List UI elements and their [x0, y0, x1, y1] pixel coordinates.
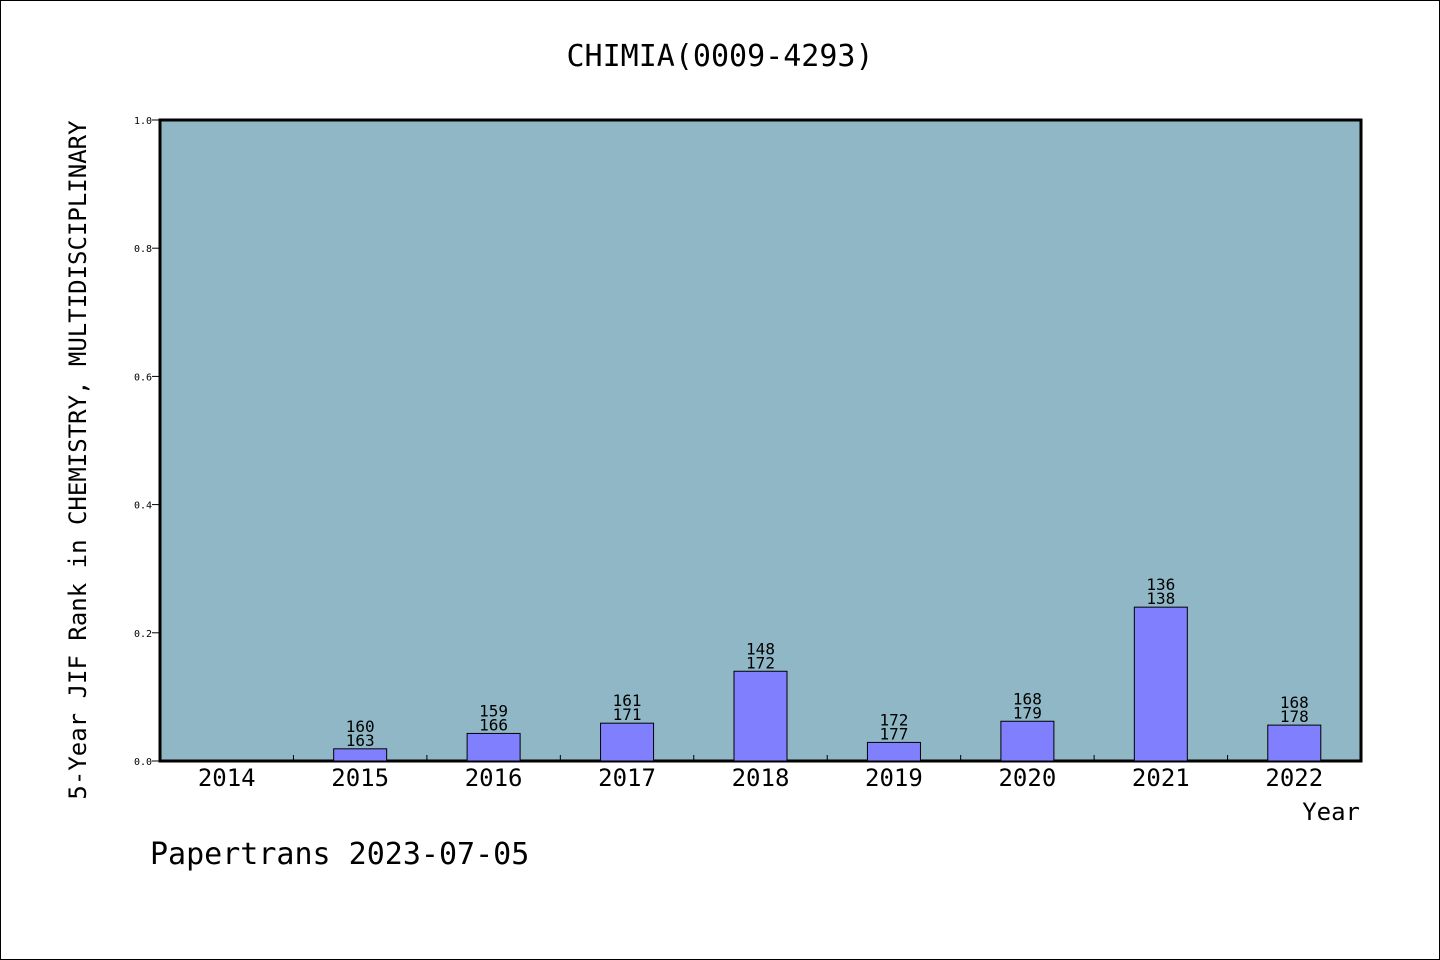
bar-rank-label: 168: [1280, 693, 1309, 712]
bar-rank-label: 172: [879, 710, 908, 729]
chart-title: CHIMIA(0009-4293): [566, 39, 873, 74]
y-tick-label: 0.6: [134, 372, 152, 383]
y-tick-label: 0.2: [134, 629, 152, 640]
bar-2016: [466, 732, 521, 762]
bars: [333, 606, 1322, 762]
bar-2022: [1267, 724, 1322, 762]
bar-rank-label: 159: [479, 701, 508, 720]
credit-text: Papertrans 2023-07-05: [150, 837, 529, 872]
bar-total-label: 138: [1146, 589, 1175, 608]
x-tick-label: 2020: [998, 764, 1056, 792]
y-tick-label: 0.0: [134, 757, 152, 768]
y-axis-label: 5-Year JIF Rank in CHEMISTRY, MULTIDISCI…: [64, 120, 92, 800]
bar-total-label: 171: [613, 705, 642, 724]
x-tick-label: 2017: [598, 764, 656, 792]
bar-rank-label: 160: [346, 717, 375, 736]
y-tick-label: 1.0: [134, 116, 152, 127]
bar-2020: [1000, 720, 1055, 762]
bar-2015: [333, 748, 388, 762]
bar-2017: [600, 722, 655, 762]
x-tick-label: 2019: [865, 764, 923, 792]
bar-total-label: 177: [879, 724, 908, 743]
bar-total-label: 178: [1280, 707, 1309, 726]
bar-rank-label: 148: [746, 639, 775, 658]
x-axis-ticks: 2014 2015 2016 2017 2018 2019 2020 2021 2022: [198, 755, 1323, 792]
x-tick-label: 2016: [465, 764, 523, 792]
bar-total-label: 163: [346, 731, 375, 750]
bar-2018: [733, 670, 788, 762]
x-tick-label: 2018: [732, 764, 790, 792]
x-tick-label: 2015: [331, 764, 389, 792]
x-tick-label: 2022: [1265, 764, 1323, 792]
bar-rank-label: 136: [1146, 575, 1175, 594]
x-tick-label: 2021: [1132, 764, 1190, 792]
y-tick-label: 0.8: [134, 244, 152, 255]
bar-rank-label: 168: [1013, 689, 1042, 708]
bar-total-label: 172: [746, 653, 775, 672]
bar-total-label: 166: [479, 715, 508, 734]
y-tick-label: 0.4: [134, 501, 152, 512]
bar-total-label: 179: [1013, 703, 1042, 722]
bar-labels: 1601631591661611711481721721771681791361…: [346, 575, 1309, 750]
y-axis-ticks: 0.0 0.2 0.4 0.6 0.8 1.0: [134, 116, 160, 768]
bar-rank-label: 161: [613, 691, 642, 710]
x-tick-label: 2014: [198, 764, 256, 792]
x-axis-label: Year: [1302, 798, 1360, 826]
bar-2021: [1133, 606, 1188, 762]
bar-2019: [866, 741, 921, 762]
